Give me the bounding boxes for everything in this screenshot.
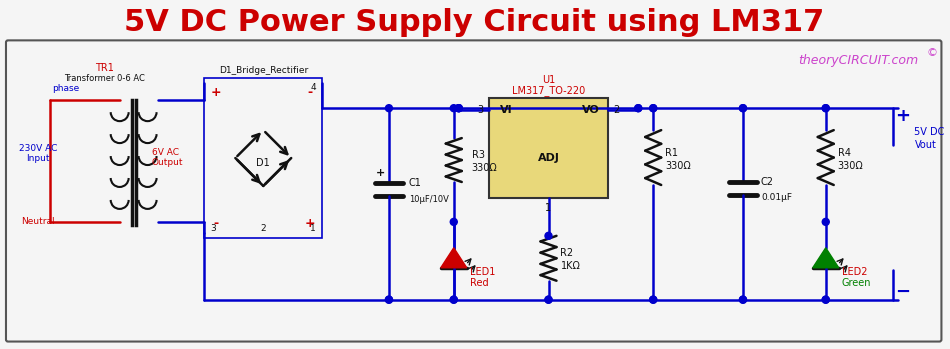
Text: +: + xyxy=(305,217,315,230)
Text: C2: C2 xyxy=(761,177,774,187)
Text: 230V AC: 230V AC xyxy=(19,143,57,153)
Text: 4: 4 xyxy=(311,83,316,92)
FancyBboxPatch shape xyxy=(488,98,608,198)
Circle shape xyxy=(739,296,747,303)
Circle shape xyxy=(739,296,747,303)
Text: 1: 1 xyxy=(545,203,552,213)
Circle shape xyxy=(545,296,552,303)
Text: Transformer 0-6 AC: Transformer 0-6 AC xyxy=(65,74,145,83)
Polygon shape xyxy=(441,248,466,268)
Text: R3: R3 xyxy=(472,150,484,160)
Circle shape xyxy=(823,105,829,112)
Circle shape xyxy=(386,296,392,303)
Text: ADJ: ADJ xyxy=(538,153,560,163)
Text: 0.01μF: 0.01μF xyxy=(761,193,792,202)
Text: LED2: LED2 xyxy=(842,267,867,277)
Text: 1KΩ: 1KΩ xyxy=(560,261,580,271)
Circle shape xyxy=(450,296,457,303)
Text: TR1: TR1 xyxy=(95,63,114,73)
Text: R1: R1 xyxy=(665,148,678,157)
Text: ©: © xyxy=(927,48,938,58)
Text: U1: U1 xyxy=(542,75,555,85)
Text: 330Ω: 330Ω xyxy=(472,163,498,173)
Text: 6V AC: 6V AC xyxy=(152,148,179,157)
Circle shape xyxy=(635,105,642,112)
Polygon shape xyxy=(813,248,839,268)
Circle shape xyxy=(455,105,463,112)
Text: VO: VO xyxy=(581,105,599,115)
Circle shape xyxy=(823,296,829,303)
Text: 330Ω: 330Ω xyxy=(665,161,691,171)
Text: 5V DC: 5V DC xyxy=(915,127,945,137)
Circle shape xyxy=(823,218,829,225)
Text: LED1: LED1 xyxy=(469,267,495,277)
Text: 1: 1 xyxy=(311,224,316,233)
Circle shape xyxy=(739,105,747,112)
Circle shape xyxy=(650,105,656,112)
Text: Neutral: Neutral xyxy=(21,217,55,227)
Circle shape xyxy=(823,296,829,303)
Circle shape xyxy=(455,105,463,112)
Circle shape xyxy=(450,218,457,225)
Text: C1: C1 xyxy=(408,178,422,188)
Text: Output: Output xyxy=(152,157,183,166)
Text: D1_Bridge_Rectifier: D1_Bridge_Rectifier xyxy=(218,66,308,75)
Text: 2: 2 xyxy=(613,105,619,115)
Text: 5V DC Power Supply Circuit using LM317: 5V DC Power Supply Circuit using LM317 xyxy=(124,8,824,37)
Text: 3: 3 xyxy=(211,224,217,233)
Text: R4: R4 xyxy=(838,148,850,157)
Circle shape xyxy=(635,105,642,112)
Text: -: - xyxy=(308,86,313,99)
Text: −: − xyxy=(895,283,910,301)
Circle shape xyxy=(386,296,392,303)
Text: 2: 2 xyxy=(260,224,266,233)
Text: Input: Input xyxy=(27,154,49,163)
Text: Vout: Vout xyxy=(915,140,937,150)
Text: +: + xyxy=(376,168,386,178)
Circle shape xyxy=(450,105,457,112)
Text: D1: D1 xyxy=(256,158,270,168)
Text: +: + xyxy=(211,86,221,99)
Text: 330Ω: 330Ω xyxy=(838,161,864,171)
Circle shape xyxy=(386,105,392,112)
Text: theoryCIRCUIT.com: theoryCIRCUIT.com xyxy=(798,54,918,67)
Circle shape xyxy=(450,296,457,303)
Bar xyxy=(204,78,322,238)
Text: -: - xyxy=(214,217,218,230)
Text: VI: VI xyxy=(501,105,513,115)
Text: Red: Red xyxy=(469,278,488,288)
Circle shape xyxy=(650,105,656,112)
Text: +: + xyxy=(895,107,910,125)
Circle shape xyxy=(545,232,552,239)
Text: 3: 3 xyxy=(478,105,484,115)
Text: LM317_TO-220: LM317_TO-220 xyxy=(512,85,585,96)
Circle shape xyxy=(823,105,829,112)
Text: 10μF/10V: 10μF/10V xyxy=(408,195,448,205)
Circle shape xyxy=(455,105,463,112)
Text: phase: phase xyxy=(52,84,79,93)
Text: R2: R2 xyxy=(560,248,574,258)
Text: Green: Green xyxy=(842,278,871,288)
Circle shape xyxy=(650,296,656,303)
Circle shape xyxy=(545,296,552,303)
Circle shape xyxy=(739,105,747,112)
Circle shape xyxy=(650,296,656,303)
